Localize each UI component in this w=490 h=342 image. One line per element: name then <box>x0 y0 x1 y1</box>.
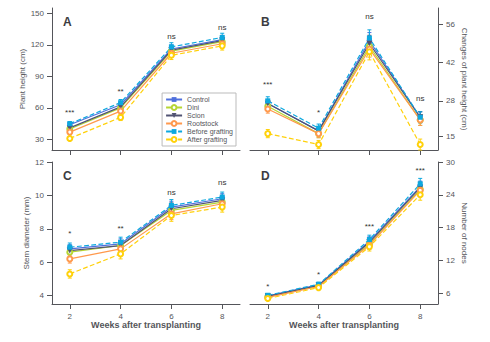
svg-text:***: *** <box>263 80 272 89</box>
svg-text:Scion: Scion <box>187 112 205 119</box>
svg-text:**: ** <box>117 87 123 96</box>
svg-text:90: 90 <box>35 72 44 81</box>
svg-text:6: 6 <box>367 312 372 321</box>
svg-text:4: 4 <box>118 312 123 321</box>
svg-text:Control: Control <box>187 96 210 103</box>
svg-text:Weeks after transplanting: Weeks after transplanting <box>289 320 399 330</box>
svg-text:8: 8 <box>220 312 225 321</box>
svg-text:***: *** <box>416 166 425 175</box>
svg-text:18: 18 <box>446 223 455 232</box>
svg-text:6: 6 <box>40 258 45 267</box>
svg-text:A: A <box>63 15 72 29</box>
svg-text:28: 28 <box>446 96 455 105</box>
svg-text:After grafting: After grafting <box>187 136 227 144</box>
svg-text:ns: ns <box>218 23 226 32</box>
svg-text:2: 2 <box>68 312 73 321</box>
svg-text:*: * <box>317 108 320 117</box>
svg-text:8: 8 <box>40 224 45 233</box>
svg-text:30: 30 <box>446 158 455 167</box>
svg-text:120: 120 <box>31 40 45 49</box>
svg-text:6: 6 <box>446 289 451 298</box>
svg-text:12: 12 <box>35 158 44 167</box>
svg-text:***: *** <box>65 108 74 117</box>
svg-text:12: 12 <box>446 256 455 265</box>
svg-text:10: 10 <box>35 191 44 200</box>
svg-text:B: B <box>261 15 270 29</box>
svg-text:**: ** <box>117 224 123 233</box>
svg-text:C: C <box>63 169 72 183</box>
svg-text:ns: ns <box>167 32 175 41</box>
svg-text:30: 30 <box>35 135 44 144</box>
svg-text:Rootstock: Rootstock <box>187 120 219 127</box>
svg-text:Weeks after transplanting: Weeks after transplanting <box>91 320 201 330</box>
svg-text:Stem diameter (mm): Stem diameter (mm) <box>22 196 31 269</box>
svg-text:*: * <box>68 229 71 238</box>
svg-text:ns: ns <box>167 188 175 197</box>
svg-text:56: 56 <box>446 20 455 29</box>
svg-text:42: 42 <box>446 58 455 67</box>
svg-text:150: 150 <box>31 9 45 18</box>
svg-text:Plant height (cm): Plant height (cm) <box>18 48 27 109</box>
svg-text:D: D <box>261 169 270 183</box>
svg-text:ns: ns <box>365 12 373 21</box>
svg-text:60: 60 <box>35 103 44 112</box>
svg-text:Before grafting: Before grafting <box>187 128 233 136</box>
svg-text:Dini: Dini <box>187 104 200 111</box>
svg-text:15: 15 <box>446 132 455 141</box>
svg-text:Changes of plant height (cm): Changes of plant height (cm) <box>460 28 469 131</box>
svg-text:***: *** <box>365 222 374 231</box>
svg-text:ns: ns <box>416 94 424 103</box>
svg-text:4: 4 <box>40 291 45 300</box>
svg-text:2: 2 <box>266 312 271 321</box>
svg-text:8: 8 <box>418 312 423 321</box>
svg-text:*: * <box>317 270 320 279</box>
svg-text:24: 24 <box>446 190 455 199</box>
svg-text:6: 6 <box>169 312 174 321</box>
svg-text:ns: ns <box>218 178 226 187</box>
svg-text:4: 4 <box>316 312 321 321</box>
svg-text:*: * <box>266 282 269 291</box>
svg-text:Number of nodes: Number of nodes <box>460 202 469 263</box>
